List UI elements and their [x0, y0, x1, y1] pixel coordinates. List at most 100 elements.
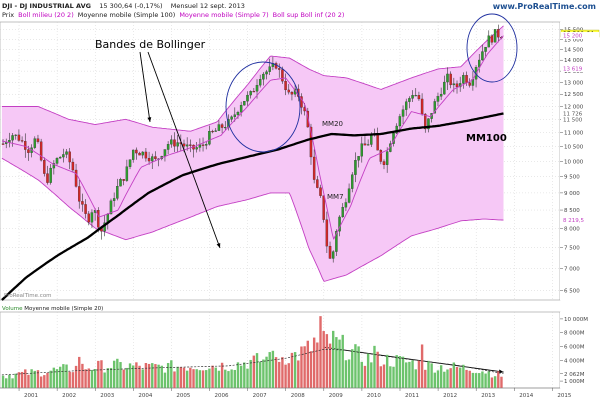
volume-bar: [366, 353, 370, 388]
volume-bar: [5, 378, 8, 388]
volume-bar: [449, 368, 452, 388]
candle-body: [4, 142, 8, 144]
volume-bar: [211, 365, 214, 388]
volume-bar: [405, 362, 408, 388]
candle-body: [81, 201, 84, 205]
candle-body: [20, 140, 24, 142]
highlight-circle-2013: [466, 13, 518, 83]
volume-bar: [176, 366, 179, 388]
candle-body: [455, 83, 459, 88]
volume-bar: [170, 360, 173, 388]
price-tick-label: 7 500: [564, 246, 580, 252]
candle-body: [363, 143, 367, 146]
candle-body: [33, 138, 37, 148]
bollinger-arrow-upper-head: [147, 117, 152, 122]
volume-bar: [182, 367, 186, 388]
candle-body: [52, 163, 56, 169]
candle-body: [163, 149, 167, 157]
volume-bar: [255, 353, 259, 388]
candle-body: [341, 207, 344, 218]
volume-bar: [8, 374, 11, 388]
volume-bar: [163, 372, 167, 388]
volume-bar: [354, 344, 357, 388]
volume-bar: [420, 344, 424, 388]
annotation-mm20: MM20: [322, 120, 343, 128]
volume-bar: [36, 370, 40, 388]
candle-body: [249, 91, 252, 96]
volume-bar: [132, 365, 135, 388]
price-tick-label: 9 500: [564, 175, 580, 181]
volume-bar: [78, 356, 81, 388]
candle-body: [328, 245, 332, 259]
volume-legend-item: Moyenne mobile (Simple 20): [22, 306, 103, 312]
volume-bar: [262, 359, 265, 388]
volume-bar: [281, 357, 284, 388]
legend-item: Boll milieu (20 2): [18, 11, 74, 19]
volume-bar: [398, 356, 402, 388]
candle-body: [404, 101, 408, 110]
candle-body: [68, 151, 71, 163]
volume-bar: [62, 364, 65, 388]
candle-body: [281, 69, 284, 82]
volume-bar: [392, 366, 395, 388]
candle-body: [433, 101, 437, 114]
price-tick-label: 6 500: [564, 289, 580, 295]
candle-body: [55, 158, 59, 164]
candle-body: [417, 95, 421, 100]
volume-bar: [189, 367, 192, 388]
candle-body: [246, 94, 249, 102]
volume-bar: [106, 368, 110, 388]
brand-link[interactable]: www.ProRealTime.com: [492, 2, 596, 11]
volume-bar: [33, 370, 36, 388]
candle-body: [312, 156, 316, 180]
value-tag-label: 8 219,5: [563, 218, 584, 224]
volume-bar: [500, 376, 503, 388]
candle-body: [36, 138, 40, 142]
candle-body: [449, 73, 452, 86]
candle-body: [325, 219, 329, 247]
volume-bar: [160, 365, 163, 388]
candle-body: [446, 73, 449, 83]
candle-body: [347, 188, 351, 203]
candle-body: [316, 179, 319, 188]
volume-bar: [144, 362, 148, 388]
volume-bar: [335, 337, 338, 388]
candle-body: [376, 133, 379, 151]
volume-bar: [268, 352, 271, 388]
volume-bar: [208, 368, 211, 388]
candle-body: [173, 139, 176, 147]
volume-bar: [271, 350, 275, 388]
volume-bar: [433, 372, 436, 388]
volume-bar: [439, 365, 443, 388]
candle-body: [71, 161, 75, 171]
volume-bar: [376, 351, 379, 388]
candle-body: [338, 216, 341, 232]
candle-body: [239, 104, 243, 113]
volume-bar: [43, 375, 46, 388]
volume-bar: [14, 373, 17, 388]
volume-bar: [474, 373, 478, 388]
candle-body: [398, 116, 402, 127]
volume-bar: [58, 366, 62, 388]
candle-body: [287, 89, 290, 93]
volume-bar: [481, 371, 484, 388]
value-tag-label: 11 726: [563, 111, 583, 117]
candle-body: [14, 134, 17, 136]
candle-body: [265, 71, 268, 75]
volume-bar: [173, 371, 176, 388]
candle-body: [484, 46, 487, 52]
candle-body: [151, 156, 154, 162]
price-tick-label: 13 000: [564, 80, 584, 86]
candle-body: [189, 144, 192, 146]
candle-body: [344, 202, 348, 208]
candle-body: [284, 80, 287, 91]
volume-bar: [303, 346, 306, 388]
time-tick-label: 2005: [176, 393, 190, 399]
volume-bar: [154, 364, 157, 388]
highlight-circle-2007: [225, 61, 301, 153]
volume-bar: [284, 364, 287, 388]
bollinger-arrow-upper: [139, 51, 151, 123]
volume-bar: [112, 360, 116, 388]
volume-bar: [84, 369, 87, 388]
